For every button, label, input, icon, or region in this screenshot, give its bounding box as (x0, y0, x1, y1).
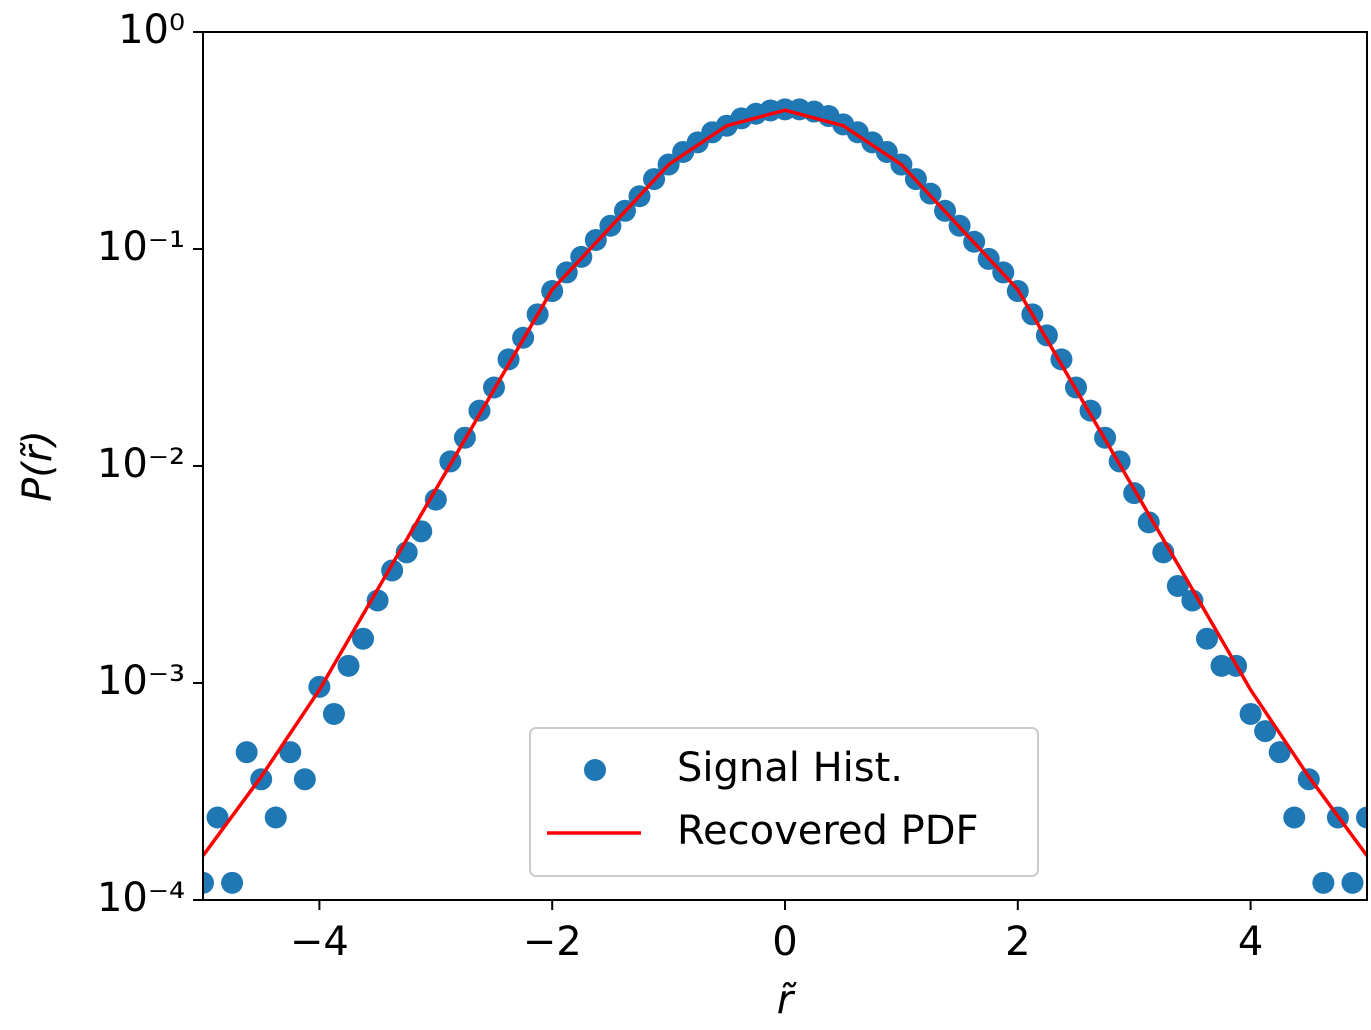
point (1239, 702, 1262, 725)
point (1283, 806, 1306, 829)
legend-box (529, 727, 1039, 877)
x-tick-label: 2 (1005, 919, 1030, 965)
line (203, 108, 1367, 857)
x-tick-label: −2 (523, 919, 582, 965)
point (1356, 806, 1367, 829)
point (1268, 741, 1291, 764)
point (203, 871, 214, 894)
point (352, 627, 375, 650)
legend-marker (584, 759, 606, 781)
x-axis-label: r̃ (777, 977, 797, 1023)
point (1166, 574, 1189, 597)
y-axis-label: P(r̃) (15, 430, 61, 502)
y-tick-label: 10⁻³ (97, 658, 185, 704)
point (1195, 627, 1218, 650)
point (1137, 511, 1160, 534)
x-tick-label: −4 (290, 919, 349, 965)
y-tick-label: 10⁻² (97, 441, 185, 487)
point (279, 741, 302, 764)
plot-area (203, 98, 1367, 894)
point (235, 741, 258, 764)
legend-label: Signal Hist. (677, 745, 903, 791)
point (424, 488, 447, 511)
x-tick-label: 0 (772, 919, 797, 965)
point (1181, 589, 1204, 612)
plot-frame (202, 31, 1368, 901)
y-tick-label: 10⁻¹ (97, 224, 185, 270)
point (221, 871, 244, 894)
point (337, 654, 360, 677)
x-tick-label: 4 (1238, 919, 1263, 965)
point (1312, 871, 1335, 894)
point (206, 806, 229, 829)
point (1254, 720, 1277, 743)
point (322, 702, 345, 725)
point (264, 806, 287, 829)
y-tick-label: 10⁻⁴ (97, 875, 185, 921)
point (366, 589, 389, 612)
point (293, 768, 316, 791)
legend-label: Recovered PDF (677, 808, 979, 854)
point (1341, 871, 1364, 894)
point (410, 520, 433, 543)
y-tick-label: 10⁰ (118, 7, 185, 53)
